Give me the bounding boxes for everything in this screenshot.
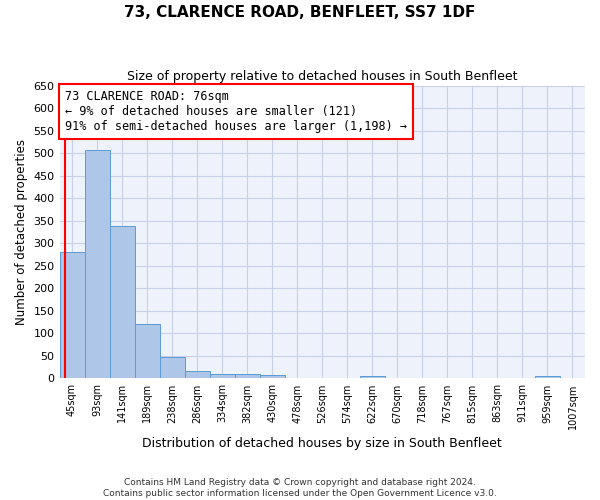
Bar [160, 358, 185, 378]
Bar [59, 252, 85, 378]
Title: Size of property relative to detached houses in South Benfleet: Size of property relative to detached ho… [127, 70, 518, 83]
Bar [535, 376, 560, 378]
Bar [110, 226, 134, 378]
Text: 73, CLARENCE ROAD, BENFLEET, SS7 1DF: 73, CLARENCE ROAD, BENFLEET, SS7 1DF [124, 5, 476, 20]
Bar [360, 376, 385, 378]
Bar [85, 150, 110, 378]
Text: 73 CLARENCE ROAD: 76sqm
← 9% of detached houses are smaller (121)
91% of semi-de: 73 CLARENCE ROAD: 76sqm ← 9% of detached… [65, 90, 407, 133]
Bar [235, 374, 260, 378]
Y-axis label: Number of detached properties: Number of detached properties [15, 139, 28, 325]
X-axis label: Distribution of detached houses by size in South Benfleet: Distribution of detached houses by size … [142, 437, 502, 450]
Bar [260, 376, 285, 378]
Bar [209, 374, 235, 378]
Text: Contains HM Land Registry data © Crown copyright and database right 2024.
Contai: Contains HM Land Registry data © Crown c… [103, 478, 497, 498]
Bar [134, 324, 160, 378]
Bar [185, 371, 209, 378]
